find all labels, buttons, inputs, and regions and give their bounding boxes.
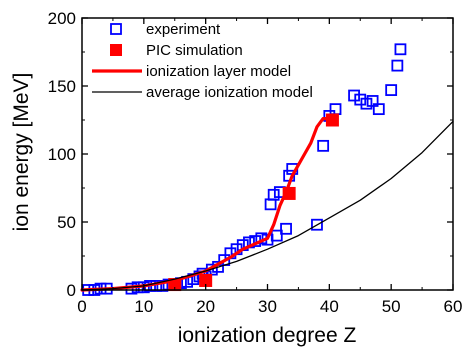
- series-line-3: [81, 120, 454, 291]
- y-tick-label: 200: [48, 9, 76, 28]
- experiment-point: [360, 97, 373, 110]
- experiment-point: [329, 103, 342, 116]
- experiment-point: [394, 43, 407, 56]
- experiment-point: [348, 89, 360, 102]
- experiment-point: [366, 95, 379, 107]
- experiment-point: [280, 222, 292, 235]
- y-tick-label: 0: [67, 281, 76, 300]
- experiment-point: [270, 229, 283, 242]
- experiment-point: [156, 280, 169, 292]
- x-tick-label: 40: [320, 297, 339, 316]
- experiment-point: [267, 188, 280, 201]
- y-tick-label: 150: [48, 77, 76, 96]
- legend-label: experiment: [146, 21, 221, 38]
- plot-area: [80, 43, 454, 296]
- x-tick-label: 10: [134, 297, 153, 316]
- x-tick-label: 0: [77, 297, 86, 316]
- experiment-point: [311, 218, 323, 231]
- x-tick-label: 60: [444, 297, 463, 316]
- legend-label: ionization layer model: [146, 63, 291, 80]
- series-line-2: [80, 116, 338, 292]
- y-tick-label: 100: [48, 145, 76, 164]
- legend-label: average ionization model: [146, 84, 313, 101]
- experiment-point: [385, 84, 398, 96]
- x-tick-label: 30: [258, 297, 277, 316]
- experiment-point: [317, 139, 330, 152]
- experiment-point: [391, 59, 404, 72]
- experiment-point: [354, 93, 367, 106]
- x-tick-label: 20: [196, 297, 215, 316]
- y-axis-title: ion energy [MeV]: [10, 73, 33, 232]
- experiment-point: [372, 103, 385, 116]
- y-tick-label: 50: [57, 213, 76, 232]
- legend-marker: [110, 44, 122, 56]
- x-tick-label: 50: [382, 297, 401, 316]
- legend: experiment PIC simulation ionization layer…: [92, 21, 313, 101]
- x-axis-title: ionization degree Z: [178, 324, 357, 347]
- experiment-point: [264, 198, 277, 211]
- legend-label: PIC simulation: [146, 42, 243, 59]
- axes: 0 10 20 30 40 50 60 0 50 100 150 200: [48, 9, 463, 316]
- legend-marker: [110, 23, 122, 35]
